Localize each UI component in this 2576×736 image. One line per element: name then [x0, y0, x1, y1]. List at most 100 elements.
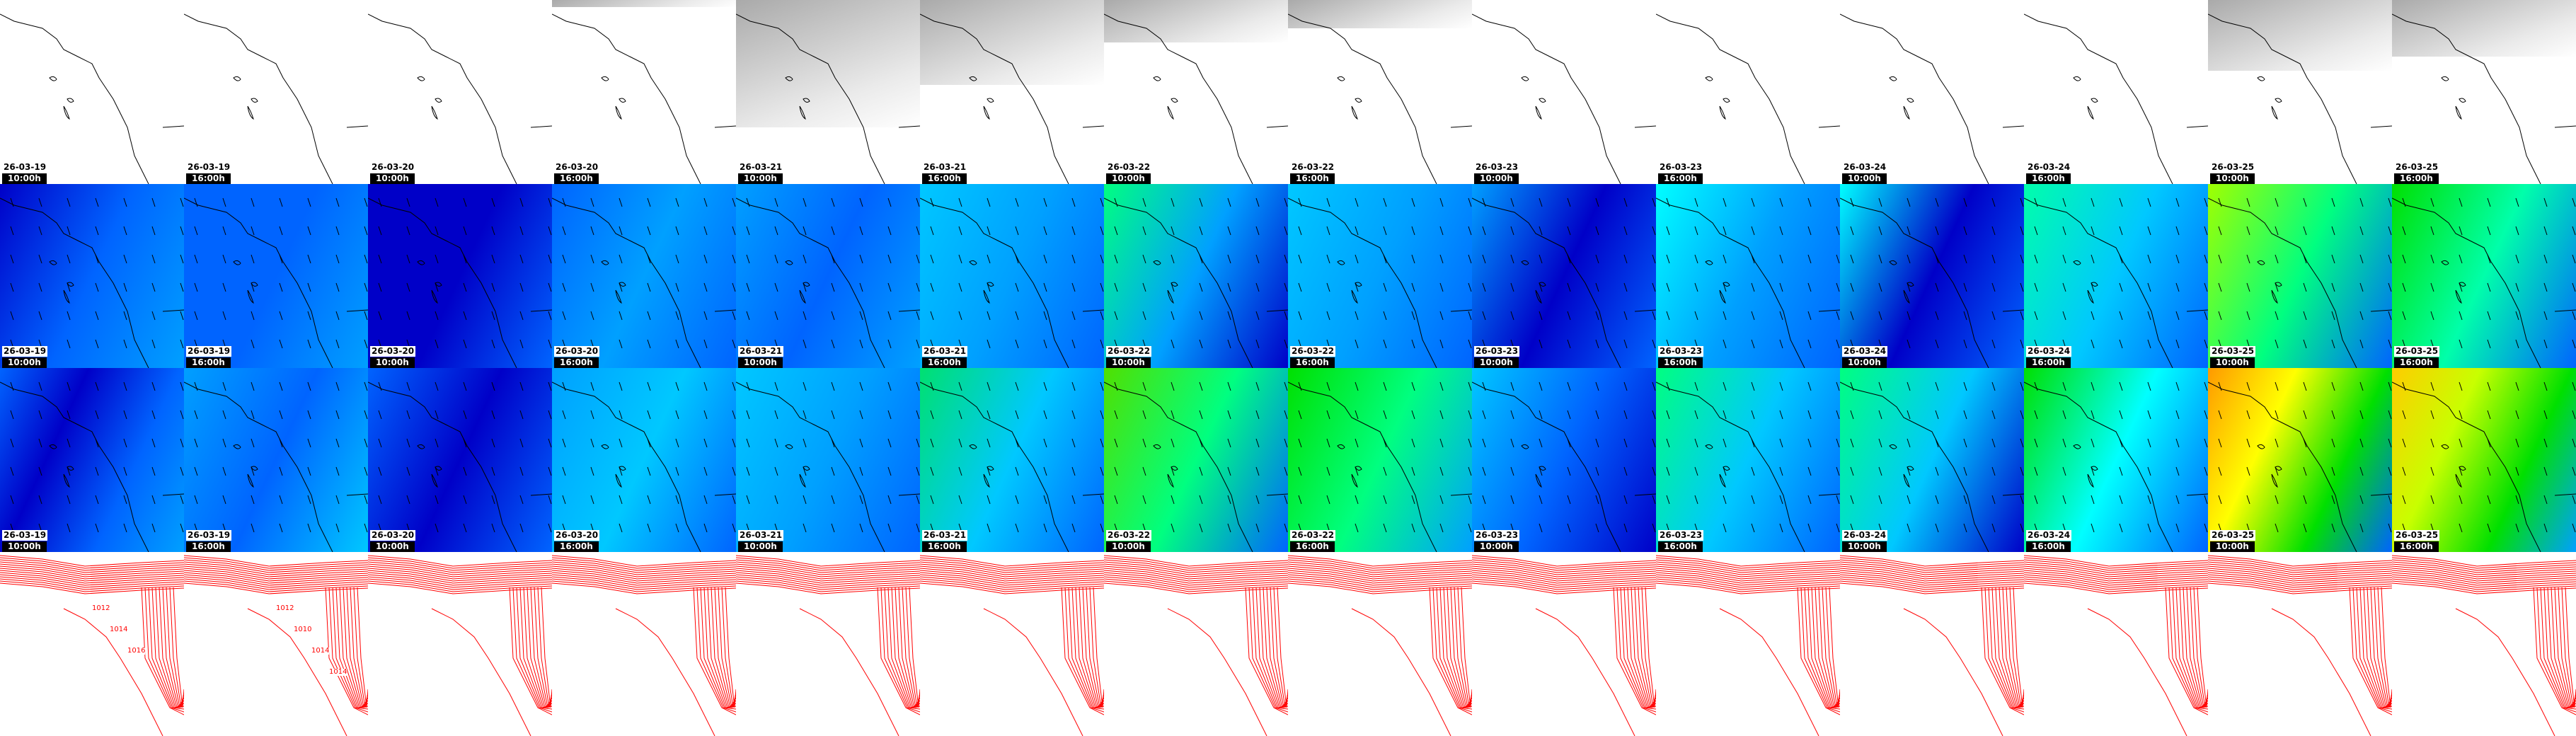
cloud-map-7[interactable]: 26-03-22 16:00h [1288, 0, 1472, 184]
wind-map-12[interactable]: 26-03-25 10:00h [2208, 184, 2392, 368]
frame-date: 26-03-24 [2026, 162, 2072, 173]
wind-map-1[interactable]: 26-03-19 16:00h [184, 184, 368, 368]
gust-map-1[interactable]: 26-03-19 16:00h [184, 368, 368, 552]
pressure-map-6[interactable] [1104, 552, 1288, 736]
map-overlay [184, 13, 368, 184]
cloud-map-3[interactable]: 26-03-20 16:00h [552, 0, 736, 184]
gust-map-2[interactable]: 26-03-20 10:00h [368, 368, 552, 552]
map-overlay [2392, 13, 2576, 184]
frame-time: 10:00h [1106, 541, 1151, 552]
map-overlay [920, 13, 1104, 184]
frame-time: 10:00h [370, 357, 415, 368]
cloud-map-4[interactable]: 26-03-21 10:00h [736, 0, 920, 184]
gust-map-12[interactable]: 26-03-25 10:00h [2208, 368, 2392, 552]
frame-date: 26-03-25 [2210, 530, 2256, 541]
pressure-map-0[interactable]: 1012 1014 1016 [0, 552, 184, 736]
frame-date: 26-03-25 [2210, 346, 2256, 357]
pressure-map-2[interactable] [368, 552, 552, 736]
wind-map-10[interactable]: 26-03-24 10:00h [1840, 184, 2024, 368]
frame-date: 26-03-21 [922, 346, 968, 357]
isobar-label: 1010 [294, 626, 312, 633]
frame-date: 26-03-23 [1474, 162, 1520, 173]
cloud-map-9[interactable]: 26-03-23 16:00h [1656, 0, 1840, 184]
wind-map-2[interactable]: 26-03-20 10:00h [368, 184, 552, 368]
frame-date: 26-03-21 [738, 346, 784, 357]
gust-map-7[interactable]: 26-03-22 16:00h [1288, 368, 1472, 552]
cloud-map-13[interactable]: 26-03-25 16:00h [2392, 0, 2576, 184]
frame-date: 26-03-21 [922, 530, 968, 541]
map-overlay [1656, 197, 1840, 368]
wind-map-3[interactable]: 26-03-20 16:00h [552, 184, 736, 368]
pressure-map-9[interactable] [1656, 552, 1840, 736]
map-overlay [920, 555, 1104, 736]
frame-time: 16:00h [554, 173, 599, 184]
frame-date: 26-03-21 [922, 162, 968, 173]
frame-date: 26-03-19 [186, 346, 232, 357]
pressure-map-5[interactable] [920, 552, 1104, 736]
wind-map-13[interactable]: 26-03-25 16:00h [2392, 184, 2576, 368]
frame-date: 26-03-24 [1842, 162, 1888, 173]
frame-time: 16:00h [2026, 541, 2071, 552]
wind-map-8[interactable]: 26-03-23 10:00h [1472, 184, 1656, 368]
frame-time: 10:00h [1474, 173, 1519, 184]
map-overlay [1472, 13, 1656, 184]
frame-time: 10:00h [1474, 541, 1519, 552]
pressure-map-10[interactable] [1840, 552, 2024, 736]
map-overlay [2024, 381, 2208, 552]
pressure-map-8[interactable] [1472, 552, 1656, 736]
map-overlay [1656, 13, 1840, 184]
frame-time: 16:00h [922, 541, 967, 552]
gust-map-6[interactable]: 26-03-22 10:00h [1104, 368, 1288, 552]
cloud-cover [552, 0, 736, 7]
frame-date: 26-03-24 [1842, 530, 1888, 541]
isobar-label: 1014 [329, 668, 347, 676]
cloud-map-12[interactable]: 26-03-25 10:00h [2208, 0, 2392, 184]
map-overlay [1840, 555, 2024, 736]
map-overlay [1472, 381, 1656, 552]
cloud-map-11[interactable]: 26-03-24 16:00h [2024, 0, 2208, 184]
gust-map-8[interactable]: 26-03-23 10:00h [1472, 368, 1656, 552]
gust-map-0[interactable]: 26-03-19 10:00h [0, 368, 184, 552]
wind-map-11[interactable]: 26-03-24 16:00h [2024, 184, 2208, 368]
cloud-map-2[interactable]: 26-03-20 10:00h [368, 0, 552, 184]
pressure-map-7[interactable] [1288, 552, 1472, 736]
map-overlay [920, 197, 1104, 368]
pressure-map-12[interactable] [2208, 552, 2392, 736]
cloud-map-8[interactable]: 26-03-23 10:00h [1472, 0, 1656, 184]
wind-map-9[interactable]: 26-03-23 16:00h [1656, 184, 1840, 368]
pressure-map-11[interactable] [2024, 552, 2208, 736]
gust-map-5[interactable]: 26-03-21 16:00h [920, 368, 1104, 552]
map-overlay [1840, 197, 2024, 368]
gust-map-11[interactable]: 26-03-24 16:00h [2024, 368, 2208, 552]
gust-map-3[interactable]: 26-03-20 16:00h [552, 368, 736, 552]
gust-map-4[interactable]: 26-03-21 10:00h [736, 368, 920, 552]
pressure-map-4[interactable] [736, 552, 920, 736]
gust-map-9[interactable]: 26-03-23 16:00h [1656, 368, 1840, 552]
frame-time: 16:00h [186, 173, 231, 184]
wind-map-4[interactable]: 26-03-21 10:00h [736, 184, 920, 368]
frame-date: 26-03-24 [2026, 346, 2072, 357]
cloud-map-1[interactable]: 26-03-19 16:00h [184, 0, 368, 184]
map-overlay [552, 13, 736, 184]
pressure-map-3[interactable] [552, 552, 736, 736]
cloud-map-10[interactable]: 26-03-24 10:00h [1840, 0, 2024, 184]
gust-map-13[interactable]: 26-03-25 16:00h [2392, 368, 2576, 552]
cloud-map-6[interactable]: 26-03-22 10:00h [1104, 0, 1288, 184]
wind-map-5[interactable]: 26-03-21 16:00h [920, 184, 1104, 368]
frame-time: 16:00h [554, 541, 599, 552]
pressure-map-13[interactable] [2392, 552, 2576, 736]
frame-time: 16:00h [1290, 357, 1335, 368]
frame-time: 16:00h [2394, 173, 2439, 184]
wind-map-7[interactable]: 26-03-22 16:00h [1288, 184, 1472, 368]
cloud-map-5[interactable]: 26-03-21 16:00h [920, 0, 1104, 184]
pressure-map-1[interactable]: 1012 1010 1014 1014 [184, 552, 368, 736]
map-overlay [1288, 381, 1472, 552]
frame-date: 26-03-25 [2394, 162, 2440, 173]
wind-map-6[interactable]: 26-03-22 10:00h [1104, 184, 1288, 368]
frame-time: 10:00h [1474, 357, 1519, 368]
cloud-map-0[interactable]: 26-03-19 10:00h [0, 0, 184, 184]
map-overlay [0, 381, 184, 552]
wind-map-0[interactable]: 26-03-19 10:00h [0, 184, 184, 368]
gust-map-10[interactable]: 26-03-24 10:00h [1840, 368, 2024, 552]
map-overlay [1656, 555, 1840, 736]
